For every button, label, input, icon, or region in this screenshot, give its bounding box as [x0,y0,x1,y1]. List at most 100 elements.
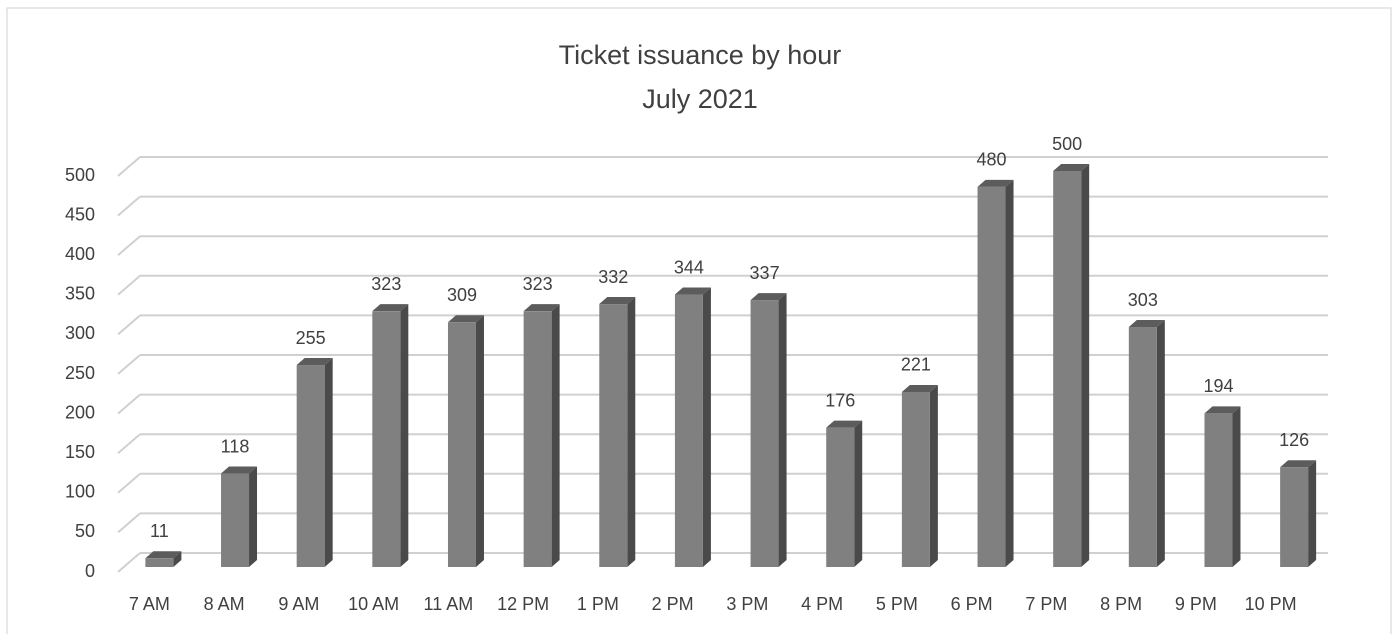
y-tick-label: 50 [75,521,95,541]
bar-top [221,466,258,474]
bar-top [145,551,182,559]
value-label: 344 [674,257,704,277]
bar [296,365,325,567]
x-tick-label: 8 PM [1100,594,1142,614]
x-tick-label: 1 PM [577,594,619,614]
value-label: 500 [1052,134,1082,154]
x-tick-label: 10 AM [348,594,399,614]
x-tick-label: 9 AM [278,594,319,614]
value-label: 323 [523,274,553,294]
value-label: 337 [750,263,780,283]
bar-side [1308,460,1317,567]
grid-line-side [117,275,141,296]
value-label: 11 [150,521,169,541]
x-tick-label: 4 PM [801,594,843,614]
value-label: 118 [221,436,250,456]
chart-subtitle: July 2021 [642,84,758,114]
y-tick-label: 400 [65,244,95,264]
bar [674,294,703,567]
bar [1053,171,1082,567]
bar [750,300,779,567]
x-tick-label: 7 AM [129,594,170,614]
grid-line-side [117,393,141,415]
value-label: 126 [1279,430,1309,450]
bar-side [475,315,484,567]
bar [826,427,855,567]
bar [901,391,930,567]
bar-top [372,304,409,312]
bar [145,558,174,567]
value-label: 309 [447,285,477,305]
bar-side [1232,406,1241,567]
x-tick-label: 12 PM [497,594,549,614]
bar-side [627,297,636,567]
y-tick-label: 500 [65,165,95,185]
bar-top [599,297,636,305]
bar-top [296,358,333,366]
y-tick-label: 250 [65,363,95,383]
grid-line-side [117,552,141,573]
bar-side [702,287,711,567]
bar-side [929,384,938,567]
bar-side [400,304,409,567]
bar-top [1128,320,1165,328]
x-tick-label: 2 PM [652,594,694,614]
y-tick-label: 200 [65,402,95,422]
grid-line-side [117,473,141,494]
bar-side [324,358,333,567]
grid-line-side [117,314,141,336]
bar [599,304,628,567]
bar [1280,467,1309,567]
value-label: 480 [977,150,1007,170]
chart-title: Ticket issuance by hour [559,40,842,70]
bar-top [674,287,711,295]
bar-side [249,466,258,567]
value-label: 332 [598,267,628,287]
bar-top [447,315,484,323]
bar-top [977,179,1014,187]
x-tick-label: 6 PM [951,594,993,614]
value-label: 194 [1203,376,1233,396]
bar-top [750,293,787,301]
y-tick-label: 150 [65,442,95,462]
value-label: 255 [296,328,326,348]
bar-top [1053,164,1090,171]
bar [372,311,401,567]
bar [1128,327,1157,567]
x-tick-label: 11 AM [424,594,474,614]
x-tick-label: 9 PM [1175,594,1217,614]
x-tick-label: 8 AM [204,594,245,614]
bar-side [778,293,787,567]
bar [523,311,552,567]
value-label: 221 [901,355,931,375]
bar [1204,413,1233,567]
y-tick-label: 0 [85,561,95,581]
x-tick-label: 7 PM [1025,594,1067,614]
bar-side [1005,179,1014,567]
y-tick-label: 300 [65,323,95,343]
bar [221,473,250,567]
bar-side [1156,320,1165,567]
x-tick-label: 10 PM [1245,594,1297,614]
x-tick-label: 5 PM [876,594,918,614]
bar-side [854,420,863,567]
value-label: 303 [1128,290,1158,310]
bar-side [551,304,560,567]
bar [977,186,1006,567]
bar-top [901,384,938,392]
grid-line-side [117,354,141,375]
bar-top [826,420,863,428]
grid-line-side [117,512,141,534]
x-tick-label: 3 PM [726,594,768,614]
value-label: 323 [371,274,401,294]
bar [447,322,476,567]
bar-top [523,304,560,312]
bar-side [173,551,182,567]
y-tick-label: 350 [65,284,95,304]
grid-line-side [117,156,141,177]
y-tick-label: 450 [65,204,95,224]
bar-side [1081,164,1090,567]
y-tick-label: 100 [65,482,95,502]
